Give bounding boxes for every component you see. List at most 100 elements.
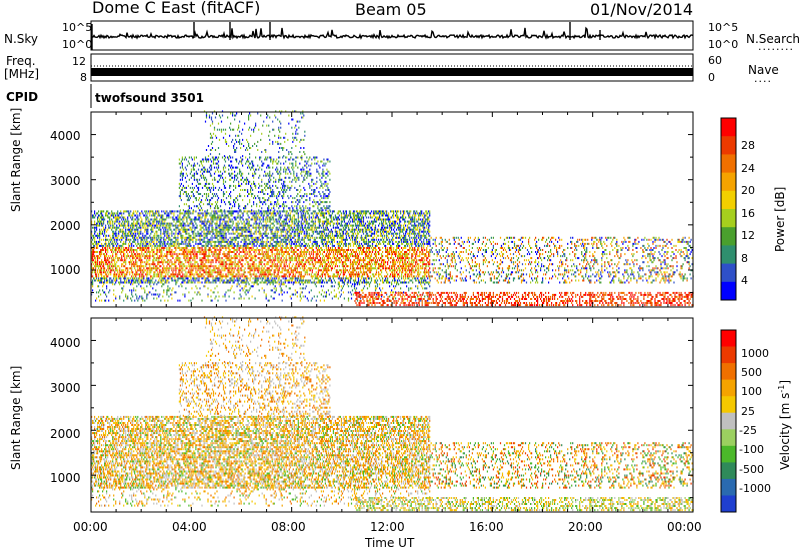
power-cell [319, 249, 320, 251]
power-cell [312, 243, 313, 245]
power-cell [97, 247, 98, 249]
power-cell [92, 280, 93, 282]
power-cell [279, 261, 280, 263]
power-cell [278, 271, 279, 273]
power-cell [283, 282, 284, 284]
power-cell [305, 282, 306, 284]
power-cell [115, 263, 116, 265]
power-cell [340, 273, 341, 275]
power-cell [115, 251, 116, 253]
power-cell [154, 221, 155, 223]
power-cell [169, 249, 170, 251]
power-cell [215, 251, 216, 253]
power-cell [154, 271, 155, 273]
power-cell [208, 243, 209, 245]
power-cell [201, 235, 202, 237]
power-cell [254, 223, 255, 225]
power-cell [107, 247, 108, 249]
power-cell [113, 243, 114, 245]
power-cell [165, 210, 166, 212]
power-cell [275, 269, 276, 271]
power-cell [152, 282, 153, 284]
power-cell [212, 261, 213, 263]
power-cell [158, 280, 159, 282]
power-cell [133, 233, 134, 235]
power-cell [285, 282, 286, 284]
power-cell [232, 277, 233, 279]
power-cell [216, 233, 217, 235]
power-cell [229, 269, 230, 271]
power-cell [121, 255, 122, 257]
power-cell [121, 223, 122, 225]
power-cell [160, 245, 161, 247]
power-cell [332, 212, 333, 214]
power-cell [325, 273, 326, 275]
power-cell [298, 229, 299, 231]
power-cell [323, 280, 324, 282]
power-cell [95, 257, 96, 259]
power-cell [103, 239, 104, 241]
power-cell [203, 235, 204, 237]
power-cell [291, 245, 292, 247]
power-cell [176, 245, 177, 247]
power-cell [158, 259, 159, 261]
power-cell [280, 210, 281, 212]
power-cell [286, 221, 287, 223]
power-cell [257, 275, 258, 277]
power-cell [234, 243, 235, 245]
power-cell [317, 275, 318, 277]
power-cell [204, 237, 205, 239]
power-cell [282, 249, 283, 251]
power-cell [289, 263, 290, 265]
power-cell [142, 269, 143, 271]
power-cell [266, 223, 267, 225]
power-cell [171, 233, 172, 235]
power-cell [285, 265, 286, 267]
power-cell [328, 273, 329, 275]
power-cell [162, 227, 163, 229]
power-cell [109, 245, 110, 247]
power-cell [299, 265, 300, 267]
power-cell [101, 221, 102, 223]
power-cell [143, 277, 144, 279]
power-cell [318, 247, 319, 249]
power-cell [120, 280, 121, 282]
power-cell [154, 247, 155, 249]
power-cell [252, 239, 253, 241]
power-cell [326, 233, 327, 235]
power-cell [184, 269, 185, 271]
power-cell [171, 261, 172, 263]
power-cell [165, 280, 166, 282]
power-cell [155, 280, 156, 282]
power-cell [105, 227, 106, 229]
power-cell [298, 249, 299, 251]
power-cell [334, 219, 335, 221]
power-cell [270, 261, 271, 263]
power-cell [152, 210, 153, 212]
power-cell [224, 269, 225, 271]
power-cell [227, 263, 228, 265]
power-cell [339, 259, 340, 261]
power-cell [184, 265, 185, 267]
power-cell [186, 275, 187, 277]
power-cell [223, 280, 224, 282]
power-cell [160, 225, 161, 227]
power-cell [144, 261, 145, 263]
power-cell [100, 255, 101, 257]
power-cell [232, 237, 233, 239]
power-cell [168, 217, 169, 219]
power-cell [294, 215, 295, 217]
power-cell [157, 227, 158, 229]
power-cell [149, 253, 150, 255]
power-cell [284, 221, 285, 223]
power-cell [252, 245, 253, 247]
power-cell [192, 269, 193, 271]
power-cell [254, 273, 255, 275]
power-cell [237, 235, 238, 237]
power-cell [196, 253, 197, 255]
power-cell [313, 215, 314, 217]
power-cell [334, 210, 335, 212]
power-cell [122, 263, 123, 265]
power-cell [322, 253, 323, 255]
power-cell [211, 225, 212, 227]
